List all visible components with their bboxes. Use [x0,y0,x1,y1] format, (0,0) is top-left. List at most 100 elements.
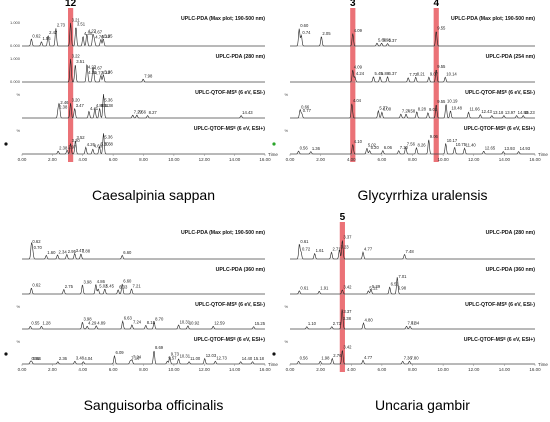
peak-label: 10.75 [456,142,467,147]
peak-label: 3.37 [343,309,352,314]
peak-label: 0.60 [300,23,309,28]
peak-label: 7.56 [138,110,147,115]
highlight-label-4: 4 [433,0,439,9]
y-axis-top-label: % [284,304,288,309]
x-tick-label: 10.00 [168,157,180,162]
x-tick-label: 2.00 [48,367,57,372]
peak-label: 5.77 [379,105,388,110]
peak-label: 2.73 [333,321,342,326]
peak-label: 7.13 [131,355,140,360]
peak-label: 13.97 [505,110,516,115]
x-tick-label: 2.00 [316,157,325,162]
y-axis-top-label: 1.000 [10,56,21,61]
x-axis-label: Time [268,362,278,367]
highlight-label-12: 12 [65,0,77,9]
trace-title: UPLC-PDA (360 nm) [216,267,266,273]
x-tick-label: 12.00 [468,157,480,162]
peak-label: 4.24 [356,71,365,76]
peak-label: 12.03 [206,353,217,358]
trace-title: UPLC-QTOF-MSᴱ (6 eV, ESI-) [465,302,535,308]
x-tick-label: 10.00 [168,367,180,372]
chromatogram-trace [22,133,265,155]
peak-label: 0.56 [300,146,309,151]
species-title: Sanguisorba officinalis [84,397,224,413]
peak-label: 0.56 [32,356,41,361]
peak-label: 4.09 [354,65,363,70]
peak-label: 7.21 [133,283,142,288]
peak-label: 3.98 [83,317,92,322]
peak-label: 5.02 [99,283,108,288]
peak-label: 13.18 [493,110,504,115]
peak-label: 6.09 [115,350,124,355]
peak-label: 5.29 [372,284,381,289]
peak-label: 0.70 [34,245,43,250]
x-tick-label: 8.00 [139,157,148,162]
peak-label: 14.40 [242,356,253,361]
peak-label: 7.61 [408,321,417,326]
peak-label: 9.55 [437,64,446,69]
peak-label: 5.36 [104,69,113,74]
peak-label: 4.67 [94,29,103,34]
peak-label: 10.14 [446,72,457,77]
peak-label: 5.12 [369,285,378,290]
peak-label: 7.24 [402,109,411,114]
peak-label: 2.76 [333,353,342,358]
peak-label: 15.23 [524,110,535,115]
peak-label: 6.37 [389,71,398,76]
peak-label: 11.66 [470,107,481,112]
highlight-label-3: 3 [350,0,356,9]
peak-label: 8.28 [418,106,427,111]
peak-label: 3.47 [76,248,85,253]
chromatogram-trace [290,103,535,119]
y-axis-zero-label: 0.000 [10,43,21,48]
peak-label: 4.72 [95,70,104,75]
peak-label: 6.00 [383,107,392,112]
peak-label: 8.70 [155,317,164,322]
peak-label: 5.68 [378,38,387,43]
peak-label: 0.66 [301,104,310,109]
peak-label: 3.22 [72,53,81,58]
trace-title: UPLC-QTOF-MSᴱ (6 eV, ESI+) [464,337,535,343]
y-axis-top-label: % [16,128,20,133]
peak-label: 12.73 [216,356,227,361]
peak-label: 4.30 [84,31,93,36]
marker-dot [4,142,8,146]
peak-label: 7.24 [133,354,142,359]
x-tick-label: 16.00 [259,157,271,162]
peak-label: 4.67 [94,65,103,70]
peak-label: 14.93 [520,146,531,151]
peak-label: 7.84 [411,321,420,326]
peak-label: 3.38 [343,316,352,321]
peak-label: 7.36 [404,356,413,361]
peak-label: 0.64 [33,356,42,361]
peak-label: 15.18 [254,356,265,361]
peak-label: 3.48 [76,356,85,361]
peak-label: 5.38 [105,141,114,146]
peak-label: 2.95 [68,249,77,254]
peak-label: 4.30 [88,70,97,75]
peak-label: 9.07 [430,72,439,77]
marker-dot [272,352,276,356]
chromatogram-trace [22,320,265,330]
x-tick-label: 4.00 [78,157,87,162]
peak-label: 4.10 [354,139,363,144]
peak-label: 5.11 [101,103,110,108]
x-tick-label: 10.00 [437,157,449,162]
peak-label: 2.46 [60,100,69,105]
x-tick-label: 14.00 [499,157,511,162]
x-axis-label: Time [538,152,548,157]
peak-label: 9.06 [430,134,439,139]
peak-label: 3.23 [340,244,349,249]
chromatogram-trace [290,277,535,295]
peak-label: 4.04 [353,98,362,103]
trace-title: UPLC-PDA (254 nm) [486,54,536,60]
peak-label: 2.73 [57,23,66,28]
y-axis-zero-label: 0.000 [10,79,21,84]
x-tick-label: 6.00 [377,367,386,372]
peak-label: 14.43 [242,110,253,115]
peak-label: 10.17 [447,138,458,143]
peak-label: 4.29 [88,321,97,326]
chromatogram-trace [290,28,535,47]
peak-label: 3.42 [343,345,352,350]
peak-label: 4.86 [97,279,106,284]
